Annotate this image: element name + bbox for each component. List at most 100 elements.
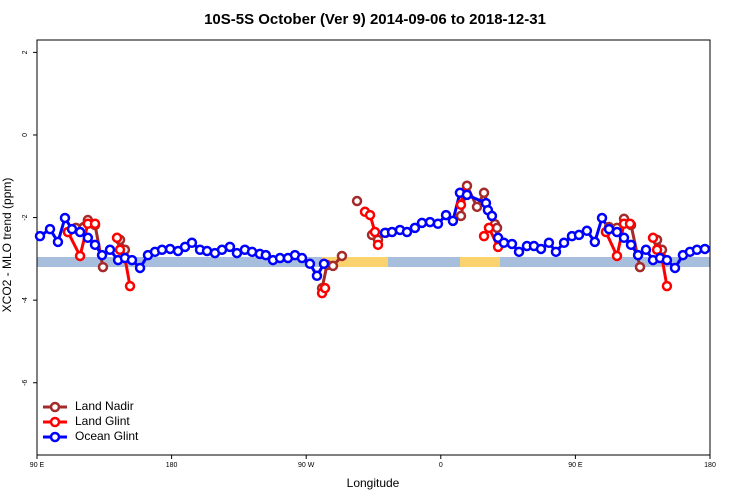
data-point — [89, 218, 101, 230]
data-point — [647, 232, 659, 244]
y-tick-label: 2 — [22, 50, 29, 54]
data-point — [34, 230, 46, 242]
data-point — [424, 216, 436, 228]
data-point — [440, 209, 452, 221]
data-point — [311, 270, 323, 282]
data-point — [455, 210, 467, 222]
data-point — [319, 282, 331, 294]
data-point — [351, 195, 363, 207]
x-tick-label: 90 E — [30, 462, 45, 469]
data-point — [486, 210, 498, 222]
plot-frame — [36, 39, 711, 456]
data-point — [304, 258, 316, 270]
data-point — [640, 244, 652, 256]
data-point — [471, 201, 483, 213]
data-point — [634, 261, 646, 273]
data-point — [318, 258, 330, 270]
data-point — [589, 236, 601, 248]
data-point — [498, 237, 510, 249]
data-point — [97, 261, 109, 273]
data-point — [699, 243, 711, 255]
data-point — [364, 209, 376, 221]
data-point — [513, 246, 525, 258]
legend-label: Ocean Glint — [75, 429, 139, 443]
data-point — [651, 244, 663, 256]
legend-marker — [49, 401, 61, 413]
data-point — [224, 241, 236, 253]
data-point — [104, 244, 116, 256]
data-point — [624, 218, 636, 230]
y-tick-label: 0 — [22, 133, 29, 137]
data-point — [59, 212, 71, 224]
data-point — [661, 280, 673, 292]
y-tick-label: -4 — [22, 297, 29, 303]
land-band — [460, 257, 500, 267]
legend-label: Land Glint — [75, 414, 130, 428]
data-point — [455, 199, 467, 211]
data-point — [260, 249, 272, 261]
data-point — [401, 226, 413, 238]
data-point — [409, 222, 421, 234]
data-point — [124, 280, 136, 292]
data-point — [44, 223, 56, 235]
data-point — [461, 189, 473, 201]
x-axis-label: Longitude — [347, 476, 400, 490]
data-point — [327, 260, 339, 272]
data-point — [558, 237, 570, 249]
data-point — [416, 217, 428, 229]
data-point — [550, 246, 562, 258]
data-point — [573, 229, 585, 241]
data-point — [336, 250, 348, 262]
data-point — [611, 250, 623, 262]
data-point — [134, 262, 146, 274]
data-point — [89, 239, 101, 251]
y-tick-label: -6 — [22, 380, 29, 386]
data-point — [156, 244, 168, 256]
data-point — [506, 238, 518, 250]
data-point — [96, 249, 108, 261]
land-band — [322, 257, 388, 267]
x-tick-label: 180 — [166, 462, 178, 469]
data-point — [611, 226, 623, 238]
data-point — [111, 232, 123, 244]
chart-title: 10S-5S October (Ver 9) 2014-09-06 to 201… — [204, 11, 546, 28]
y-axis-label: XCO2 - MLO trend (ppm) — [0, 178, 14, 313]
data-point — [66, 223, 78, 235]
data-point — [625, 239, 637, 251]
data-point — [82, 232, 94, 244]
y-tick-label: -2 — [22, 214, 29, 220]
data-point — [618, 232, 630, 244]
data-point — [478, 230, 490, 242]
data-point — [52, 236, 64, 248]
data-point — [478, 187, 490, 199]
data-point — [581, 225, 593, 237]
data-point — [491, 222, 503, 234]
data-point — [535, 243, 547, 255]
legend-label: Land Nadir — [75, 399, 134, 413]
data-point — [661, 254, 673, 266]
data-point — [296, 252, 308, 264]
data-point — [596, 212, 608, 224]
data-point — [369, 226, 381, 238]
surface-band — [37, 257, 710, 267]
data-point — [74, 226, 86, 238]
x-tick-label: 90 E — [568, 462, 583, 469]
x-tick-label: 180 — [704, 462, 716, 469]
data-point — [432, 218, 444, 230]
data-point — [114, 244, 126, 256]
x-tick-label: 90 W — [298, 462, 315, 469]
data-point — [74, 250, 86, 262]
legend-marker — [49, 431, 61, 443]
x-tick-label: 0 — [439, 462, 443, 469]
data-point — [543, 237, 555, 249]
data-point — [372, 239, 384, 251]
data-point — [126, 254, 138, 266]
data-point — [447, 215, 459, 227]
data-point — [186, 237, 198, 249]
data-point — [632, 249, 644, 261]
data-point — [669, 262, 681, 274]
legend-marker — [49, 416, 61, 428]
data-point — [483, 222, 495, 234]
